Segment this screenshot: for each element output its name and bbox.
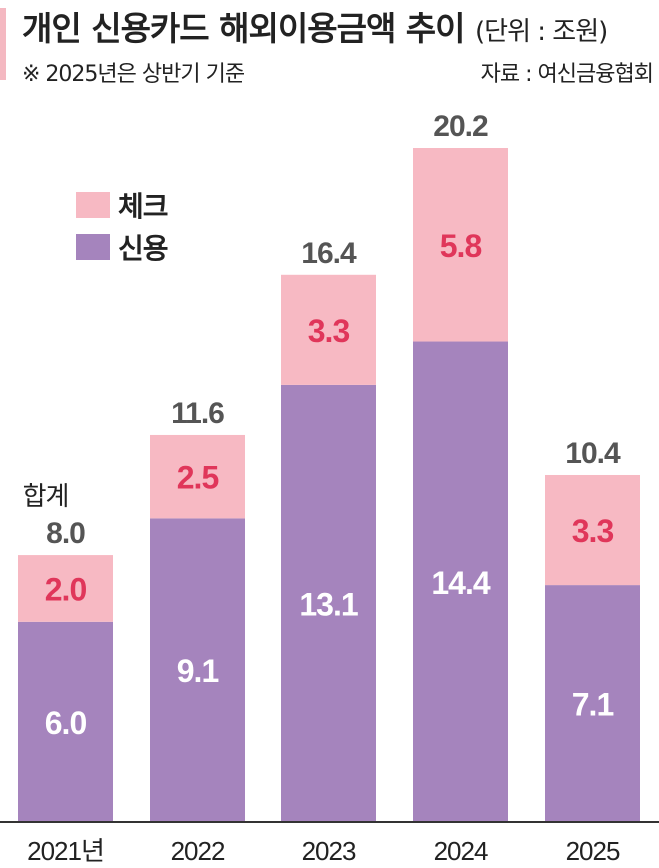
total-label: 16.4	[301, 237, 357, 270]
bar-credit	[413, 341, 508, 822]
bar-check	[281, 274, 376, 385]
total-label: 20.2	[433, 110, 488, 143]
total-prefix-label: 합계	[23, 481, 69, 511]
value-label-credit: 9.1	[177, 653, 219, 689]
value-label-credit: 14.4	[431, 565, 490, 601]
legend-label: 신용	[118, 233, 168, 264]
bar-check	[18, 555, 113, 622]
value-label-credit: 7.1	[572, 687, 614, 723]
legend-label: 체크	[118, 191, 168, 222]
x-tick-label: 2023	[302, 836, 356, 866]
value-label-check: 5.8	[440, 228, 482, 264]
x-tick-label: 2021년	[27, 836, 104, 866]
bar-credit	[150, 518, 245, 822]
bar-check	[413, 148, 508, 342]
source-label: 자료 : 여신금융협회	[480, 62, 654, 87]
bar-credit	[281, 384, 376, 822]
value-label-credit: 13.1	[299, 586, 357, 622]
value-label-check: 3.3	[572, 513, 614, 549]
chart-title: 개인 신용카드 해외이용금액 추이 (단위 : 조원)	[22, 2, 608, 50]
x-tick-label: 2025	[566, 836, 620, 866]
bar-credit	[18, 621, 113, 822]
bar-check	[150, 434, 245, 519]
period-note: ※ 2025년은 상반기 기준	[22, 62, 245, 87]
x-tick-label: 2024	[434, 836, 488, 866]
chart-title-text: 개인 신용카드 해외이용금액 추이	[22, 9, 466, 48]
total-label: 10.4	[565, 437, 621, 470]
value-label-credit: 6.0	[45, 705, 87, 741]
unit-label: (단위 : 조원)	[475, 17, 608, 47]
value-label-check: 3.3	[308, 313, 350, 349]
value-label-check: 2.0	[45, 571, 87, 607]
bar-check	[545, 474, 640, 586]
bar-credit	[545, 585, 640, 822]
value-label-check: 2.5	[177, 460, 219, 496]
title-accent-bar	[0, 8, 6, 80]
legend-swatch	[76, 192, 110, 218]
legend-swatch	[76, 234, 110, 260]
x-tick-label: 2022	[171, 836, 225, 866]
total-label: 11.6	[171, 397, 224, 430]
total-label: 8.0	[46, 517, 85, 550]
